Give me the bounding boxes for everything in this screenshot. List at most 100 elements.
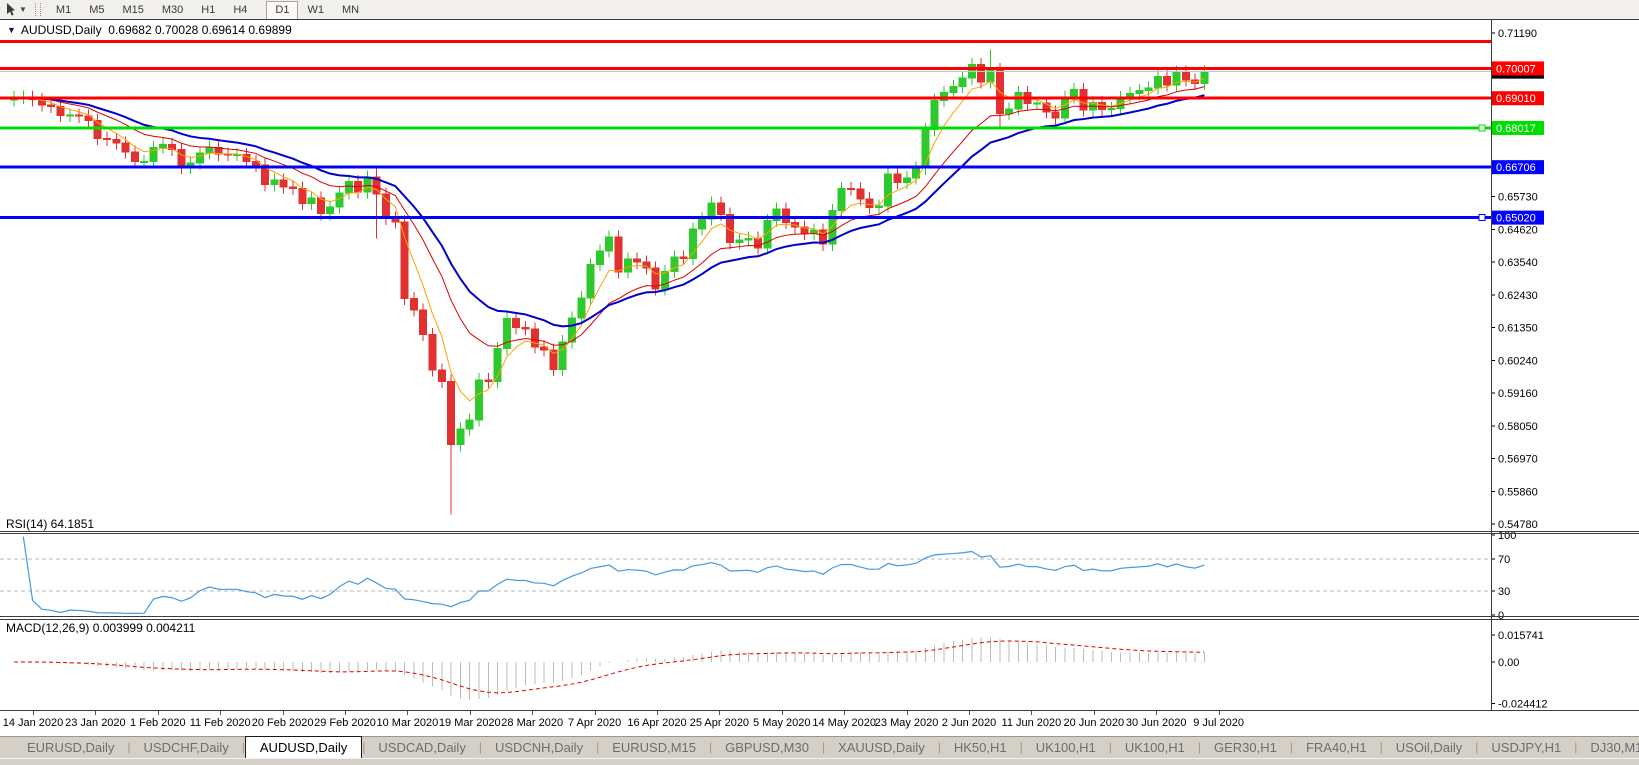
candle-body xyxy=(893,173,902,183)
hline-0.66706[interactable]: 0.66706 xyxy=(0,160,1544,175)
candle-body xyxy=(977,64,986,83)
candle-body xyxy=(140,160,149,163)
chart-tab-DJ30-M15[interactable]: DJ30,M15 xyxy=(1590,740,1639,755)
candle-body xyxy=(847,188,855,191)
chart-tab-EURUSD-Daily[interactable]: EURUSD,Daily xyxy=(27,740,115,755)
date-axis-label: 30 Jun 2020 xyxy=(1125,717,1187,729)
candle-body xyxy=(447,380,456,446)
date-tick-mark xyxy=(969,711,970,715)
tf-button-D1[interactable]: D1 xyxy=(266,0,299,20)
candle-body xyxy=(754,237,762,249)
date-axis-label: 11 Jun 2020 xyxy=(1001,717,1062,729)
price-axis-tick-label: 0.59160 xyxy=(1498,388,1538,400)
date-axis-label: 7 Apr 2020 xyxy=(567,717,622,729)
chart-tab-UK100-H1[interactable]: UK100,H1 xyxy=(1035,740,1096,755)
toolbar-grip-handle[interactable] xyxy=(34,3,41,16)
price-axis-tick-label: 0.55860 xyxy=(1498,487,1538,499)
candle-body xyxy=(1200,71,1209,85)
tf-button-MN[interactable]: MN xyxy=(341,3,360,16)
rsi-line xyxy=(22,536,1205,615)
chart-tab-UK100-H1[interactable]: UK100,H1 xyxy=(1124,740,1185,755)
candle-body xyxy=(1153,76,1162,89)
candle-body xyxy=(1144,87,1153,92)
tab-separator: | xyxy=(1379,740,1383,754)
date-axis-label: 16 Apr 2020 xyxy=(627,717,687,729)
date-tick-mark xyxy=(220,711,222,715)
candle-body xyxy=(949,86,958,94)
timeframe-buttons: M1 M5 M15 M30 H1 H4 D1 W1 MN xyxy=(47,0,368,20)
chart-tab-USDCNH-Daily[interactable]: USDCNH,Daily xyxy=(494,740,584,755)
chart-tab-USDCHF-Daily[interactable]: USDCHF,Daily xyxy=(143,740,229,755)
candle-body xyxy=(930,99,939,130)
chevron-down-icon[interactable]: ▼ xyxy=(19,5,27,14)
tf-button-M15[interactable]: M15 xyxy=(122,3,144,16)
candle-body xyxy=(307,197,316,205)
tf-button-W1[interactable]: W1 xyxy=(307,3,324,16)
macd-signal-line xyxy=(13,640,1205,694)
tf-button-H1[interactable]: H1 xyxy=(201,3,216,16)
rsi-indicator-label: RSI(14) 64.1851 xyxy=(6,517,95,531)
line-handle[interactable] xyxy=(1478,124,1486,132)
tab-separator: | xyxy=(478,740,482,754)
chart-tab-USDJPY-H1[interactable]: USDJPY,H1 xyxy=(1491,740,1562,755)
candle-body xyxy=(93,120,102,139)
chart-tab-USDCAD-Daily[interactable]: USDCAD,Daily xyxy=(378,740,466,755)
chart-tab-AUDUSD-Daily[interactable]: AUDUSD,Daily xyxy=(244,736,363,759)
chart-tab-FRA40-H1[interactable]: FRA40,H1 xyxy=(1305,740,1367,755)
date-axis-label: 20 Feb 2020 xyxy=(251,717,314,729)
tf-button-M1[interactable]: M1 xyxy=(55,3,72,16)
date-tick-mark xyxy=(33,711,34,715)
candle-body xyxy=(196,152,204,164)
level-price-label: 0.65020 xyxy=(1496,213,1536,225)
tf-button-H4[interactable]: H4 xyxy=(233,3,248,16)
ma-fast-line xyxy=(13,78,1205,402)
chart-tab-GBPUSD-M30[interactable]: GBPUSD,M30 xyxy=(725,740,809,755)
candle-body xyxy=(577,297,586,319)
tab-separator: | xyxy=(596,740,600,754)
candle-body xyxy=(670,256,679,272)
line-handle[interactable] xyxy=(1478,214,1486,222)
tab-separator: | xyxy=(1197,740,1201,754)
date-tick-mark xyxy=(95,711,97,715)
candle-body xyxy=(316,197,325,215)
collapse-triangle-icon[interactable]: ▼ xyxy=(7,25,16,35)
cursor-tool-button[interactable]: ▼ xyxy=(0,1,31,19)
date-tick-mark xyxy=(469,711,471,715)
chart-tab-XAUUSD-Daily[interactable]: XAUUSD,Daily xyxy=(838,740,925,755)
tab-separator: | xyxy=(1574,740,1578,754)
tf-button-M5[interactable]: M5 xyxy=(89,3,105,16)
date-axis[interactable]: 14 Jan 2020 23 Jan 2020 1 Feb 2020 11 Feb 2… xyxy=(0,711,1639,736)
candle-body xyxy=(168,144,177,150)
chart-tab-EURUSD-M15[interactable]: EURUSD,M15 xyxy=(612,740,696,755)
tab-separator: | xyxy=(821,740,826,754)
tf-button-M30[interactable]: M30 xyxy=(161,3,184,16)
chart-area[interactable]: 0.711900.679200.657300.646200.635400.624… xyxy=(0,0,1639,711)
hline-0.68017[interactable]: 0.68017 xyxy=(0,120,1544,135)
candle-body xyxy=(465,419,474,430)
date-tick-mark xyxy=(345,711,346,715)
level-price-label-bg xyxy=(1492,91,1544,106)
candle-body xyxy=(65,114,74,117)
date-axis-label: 14 May 2020 xyxy=(812,717,876,729)
candle-body xyxy=(75,114,84,117)
date-axis-label: 19 Mar 2020 xyxy=(438,717,501,729)
chart-tab-GER30-H1[interactable]: GER30,H1 xyxy=(1213,740,1277,755)
chart-tab-USOil-Daily[interactable]: USOil,Daily xyxy=(1395,740,1463,755)
candle-body xyxy=(1014,92,1023,110)
date-tick-mark xyxy=(1093,711,1095,715)
hline-0.65020[interactable]: 0.65020 xyxy=(0,210,1544,225)
hline-0.69010[interactable]: 0.69010 xyxy=(0,91,1544,106)
candle-body xyxy=(1033,102,1041,105)
hline-0.70007[interactable]: 0.70007 xyxy=(0,61,1544,76)
candle-body xyxy=(419,309,428,336)
candle-body xyxy=(289,186,297,189)
price-chart-svg[interactable]: 0.711900.679200.657300.646200.635400.624… xyxy=(0,0,1639,711)
price-axis-tick-label: 0.71190 xyxy=(1498,28,1537,40)
macd-panel: 0.015741 0.00 -0.024412 xyxy=(13,630,1548,711)
date-tick-mark xyxy=(844,711,846,715)
candle-body xyxy=(595,250,604,266)
date-tick-mark xyxy=(594,711,596,715)
candle-body xyxy=(884,173,893,207)
chart-tab-HK50-H1[interactable]: HK50,H1 xyxy=(953,740,1007,755)
